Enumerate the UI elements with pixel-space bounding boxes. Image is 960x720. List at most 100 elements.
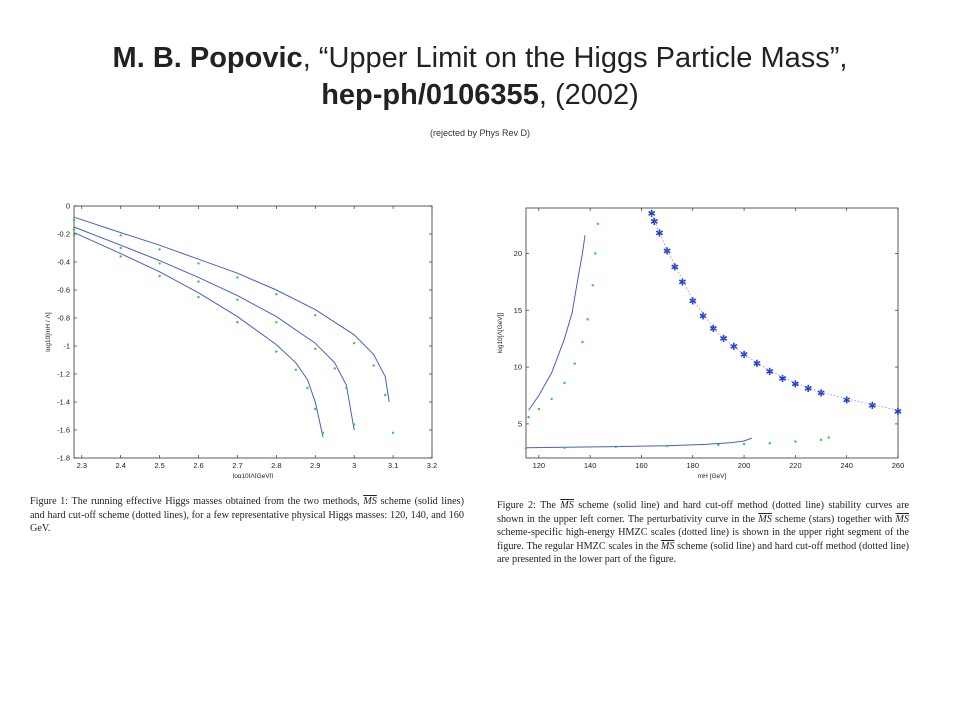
title-sep-open: , “ (302, 42, 329, 74)
fig1-series-3-dot (72, 228, 76, 231)
fig1-series-1-dot (321, 431, 325, 434)
fig2-series-2-star: ✱ (730, 342, 738, 353)
fig2-series-2-star: ✱ (709, 324, 717, 335)
fig1-y-tick-label: -0.4 (57, 258, 70, 267)
fig1-series-5-dot (372, 364, 375, 367)
fig1-y-tick-label: -1.8 (57, 454, 70, 463)
fig2-x-tick-label: 260 (892, 461, 905, 470)
fig2-series-2-star: ✱ (655, 229, 663, 240)
fig1-series-1-dot (119, 255, 122, 258)
fig1-series-3-dot (158, 262, 161, 265)
fig1-series-4-solid-line (73, 216, 390, 403)
fig2-series-1-dot (537, 407, 541, 411)
fig2-x-tick-label: 120 (533, 461, 546, 470)
fig1-y-axis-label: log10[mH / Λ] (45, 312, 52, 352)
fig1-series-1-dot (72, 234, 76, 237)
fig2-series-3-dotted-line (651, 214, 899, 411)
fig1-series-1-dot (236, 321, 239, 324)
fig1-series-3-dot (275, 321, 278, 324)
figure-2-caption-part4: scheme-specific high-energy HMZC scales … (497, 527, 909, 552)
fig2-series-1-dot (550, 397, 553, 401)
figure-2-caption-part1: The (540, 500, 556, 511)
fig2-y-axis-label: log10[Λ[GeV]] (497, 313, 504, 354)
fig2-x-tick-label: 240 (840, 461, 853, 470)
fig2-series-5-dot (717, 443, 720, 447)
fig2-series-2-star: ✱ (894, 407, 902, 418)
fig1-series-3-dot (314, 347, 317, 350)
fig1-series-3-dot (352, 423, 356, 426)
figure-1-caption-pre: The running effective Higgs masses obtai… (71, 496, 360, 507)
fig1-series-3-dot (236, 298, 239, 301)
fig1-x-tick-label: 3.1 (388, 461, 398, 470)
ms-symbol: MS (660, 540, 675, 552)
fig2-series-2-star: ✱ (648, 209, 656, 220)
fig1-y-tick-label: -1.2 (57, 370, 70, 379)
figure-2-caption-part2: scheme (solid line) and hard cut-off met… (497, 500, 909, 525)
author-name: M. B. Popovic (112, 42, 303, 74)
fig2-series-5-dot (742, 442, 746, 446)
ms-symbol: MS (363, 496, 377, 507)
fig1-series-0-solid-line (73, 232, 324, 438)
fig2-series-2-star: ✱ (740, 350, 748, 361)
fig1-x-tick-label: 3 (352, 461, 356, 470)
fig1-x-tick-label: 2.4 (115, 461, 125, 470)
fig1-y-tick-label: -0.6 (57, 286, 70, 295)
fig2-x-tick-label: 220 (789, 461, 802, 470)
fig2-series-2-star: ✱ (650, 217, 658, 228)
fig2-x-tick-label: 140 (584, 461, 597, 470)
fig1-series-2-solid-line (73, 226, 355, 431)
figure-2-svg: 120 140 160 180 200 220 240 260 5 10 15 20 mH [GeV] l… (497, 207, 905, 480)
figure-1-caption-post: scheme (solid lines) and hard cut-off sc… (30, 496, 464, 535)
fig1-series-3-dot (119, 246, 122, 250)
fig2-series-5-dot (768, 442, 771, 445)
paper-title: Upper Limit on the Higgs Particle Mass (328, 42, 830, 74)
fig1-series-1-dot (197, 295, 200, 299)
fig1-y-tick-label: -1 (63, 342, 70, 351)
fig2-series-1-dot (591, 284, 594, 287)
fig1-series-3-dot (345, 386, 348, 390)
fig2-series-2-star: ✱ (791, 380, 799, 391)
figure-1-label: Figure 1: (30, 496, 69, 507)
fig2-series-2-star: ✱ (663, 247, 671, 258)
figure-1-svg: 2.3 2.4 2.5 2.6 2.7 2.8 2.9 3 3.1 3.2 0 -0.2 -0.4 -0.… (45, 202, 437, 479)
fig2-axes-frame (525, 207, 899, 459)
figure-2-label: Figure 2: (497, 500, 536, 511)
figure-1-plot: 2.3 2.4 2.5 2.6 2.7 2.8 2.9 3 3.1 3.2 0 -0.2 -0.4 -0.… (26, 196, 470, 478)
fig2-series-2-star: ✱ (804, 384, 812, 395)
figure-2-caption-part5: scheme (solid line) and hard cut-off met… (497, 540, 910, 566)
fig2-series-0-solid-line (528, 235, 586, 411)
fig2-series-5-dot (563, 446, 566, 449)
fig2-x-tick-label: 160 (635, 461, 648, 470)
fig2-y-tick-label: 15 (514, 306, 522, 315)
fig1-x-axis-label: log10[Λ[GeV]] (233, 473, 274, 478)
fig2-x-tick-label: 200 (738, 461, 751, 470)
fig2-x-tick-label: 180 (687, 461, 700, 470)
fig2-series-5-dot (827, 436, 830, 439)
fig2-series-1-dot (527, 415, 530, 419)
fig2-series-5-dot (524, 447, 528, 450)
fig2-series-1-dot (573, 362, 576, 365)
fig1-series-5-dot (314, 314, 317, 317)
arxiv-id: hep-ph/0106355 (321, 79, 539, 111)
fig1-x-tick-label: 2.9 (310, 461, 320, 470)
fig2-series-2-star: ✱ (842, 396, 850, 407)
fig2-y-tick-label: 5 (518, 419, 522, 428)
fig1-x-tick-label: 2.5 (154, 461, 164, 470)
fig1-x-tick-label: 2.8 (271, 461, 281, 470)
fig1-series-5-dot (197, 262, 200, 265)
figure-1-caption: Figure 1: The running effective Higgs ma… (30, 495, 464, 536)
fig2-series-2-star: ✱ (678, 277, 686, 288)
fig1-x-tick-label: 2.3 (77, 461, 87, 470)
fig2-x-axis-label: mH [GeV] (698, 473, 727, 480)
ms-symbol: MS (758, 513, 772, 525)
fig1-series-5-dot (352, 342, 356, 345)
fig1-series-3-dot (197, 280, 200, 283)
fig1-series-5-dot (275, 293, 278, 296)
fig1-y-tick-label: -0.2 (57, 230, 70, 239)
rejection-note: (rejected by Phys Rev D) (429, 128, 531, 138)
fig1-x-tick-label: 2.6 (193, 461, 203, 470)
fig1-series-5-dot (384, 393, 387, 397)
slide-title: M. B. Popovic, “Upper Limit on the Higgs… (40, 40, 920, 114)
title-sep-close: ”, (829, 42, 848, 74)
fig1-series-5-dot (119, 234, 122, 237)
